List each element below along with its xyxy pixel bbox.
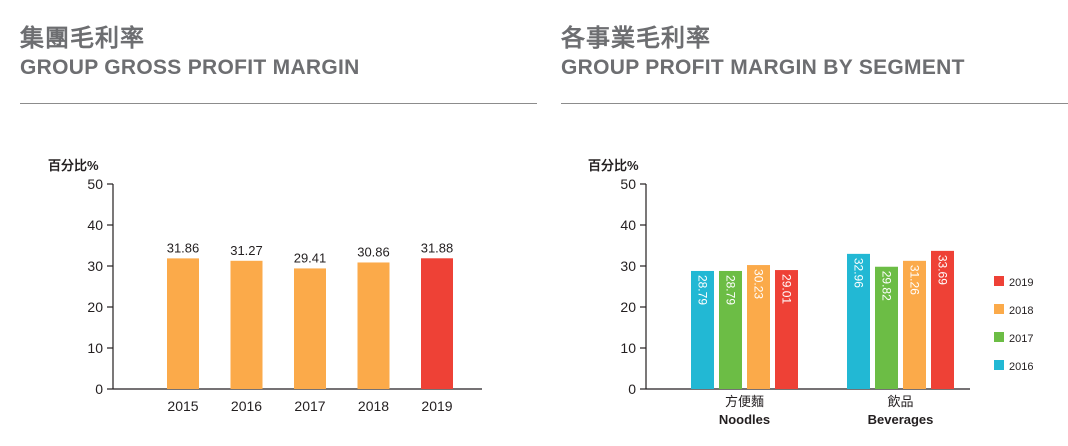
bar-value-label: 29.01 — [780, 274, 794, 304]
right-title-english: GROUP PROFIT MARGIN BY SEGMENT — [561, 56, 965, 79]
bar-2019 — [421, 258, 453, 389]
bar-2017-beverages — [875, 266, 898, 389]
legend-swatch-2016 — [994, 360, 1004, 370]
bar-2018 — [357, 262, 390, 389]
legend-swatch-2019 — [994, 276, 1004, 286]
bar-value-label: 28.79 — [696, 275, 710, 305]
y-tick-label: 10 — [620, 340, 636, 356]
y-axis-label: 百分比% — [588, 158, 639, 173]
bar-value-label: 31.26 — [908, 265, 922, 295]
legend-label: 2018 — [1009, 305, 1033, 317]
bar-2018-noodles — [747, 265, 770, 389]
bar-value-label: 31.86 — [167, 240, 200, 255]
bar-2016 — [230, 260, 263, 389]
category-label-chinese: 飲品 — [887, 394, 913, 409]
bar-2016-beverages — [847, 253, 870, 389]
bar-value-label: 31.88 — [421, 240, 454, 255]
x-tick-label: 2015 — [167, 398, 198, 414]
y-tick-label: 30 — [87, 258, 103, 274]
right-title-divider — [561, 103, 1068, 104]
bar-value-label: 30.86 — [357, 244, 390, 259]
bar-value-label: 28.79 — [724, 275, 738, 305]
x-tick-label: 2017 — [294, 398, 325, 414]
legend-swatch-2017 — [994, 332, 1004, 342]
bar-2019-noodles — [775, 270, 798, 389]
left-title-english: GROUP GROSS PROFIT MARGIN — [20, 56, 360, 79]
bar-2018-beverages — [903, 260, 926, 389]
legend-swatch-2018 — [994, 304, 1004, 314]
left-panel: 集團毛利率 GROUP GROSS PROFIT MARGIN 百分比% 0 10 2… — [20, 24, 537, 414]
y-tick-label: 0 — [628, 381, 636, 397]
x-tick-label: 2019 — [421, 398, 452, 414]
legend-label: 2017 — [1009, 333, 1033, 345]
left-title-divider — [20, 103, 537, 104]
bar-value-label: 29.82 — [880, 271, 894, 301]
x-tick-label: 2018 — [358, 398, 389, 414]
legend-label: 2016 — [1009, 361, 1033, 373]
bar-value-label: 29.41 — [294, 250, 327, 265]
bar-value-label: 31.27 — [230, 243, 263, 258]
y-tick-label: 20 — [87, 299, 103, 315]
bar-2019-beverages — [931, 250, 954, 389]
bar-2016-noodles — [691, 270, 714, 389]
bar-value-label: 33.69 — [936, 255, 950, 285]
bar-2015 — [167, 258, 199, 389]
y-tick-label: 50 — [620, 176, 636, 192]
y-tick-label: 40 — [87, 217, 103, 233]
category-label-english: Noodles — [719, 412, 770, 427]
legend-label: 2019 — [1009, 277, 1033, 289]
y-tick-label: 30 — [620, 258, 636, 274]
category-label-chinese: 方便麵 — [725, 394, 764, 409]
bar-2017-noodles — [719, 270, 742, 389]
x-tick-label: 2016 — [231, 398, 262, 414]
right-panel: 各事業毛利率 GROUP PROFIT MARGIN BY SEGMENT 百分… — [540, 0, 1068, 446]
y-tick-label: 10 — [87, 340, 103, 356]
bar-value-label: 30.23 — [752, 269, 766, 299]
category-label-english: Beverages — [868, 412, 934, 427]
group-gross-margin-chart: 百分比% 0 10 20 30 40 50 31.86 2015 31.27 2016 29.41 20… — [48, 158, 482, 414]
y-axis-label: 百分比% — [48, 158, 99, 173]
segment-margin-chart: 百分比% 0 10 20 30 40 50 28.79 28.79 30.23 29.01 方便麵 No… — [588, 158, 1033, 427]
bar-value-label: 32.96 — [852, 258, 866, 288]
right-title-chinese: 各事業毛利率 — [561, 24, 711, 52]
left-title-chinese: 集團毛利率 — [20, 24, 145, 52]
y-tick-label: 0 — [95, 381, 103, 397]
y-tick-label: 50 — [87, 176, 103, 192]
bar-2017 — [294, 268, 326, 389]
y-tick-label: 20 — [620, 299, 636, 315]
y-tick-label: 40 — [620, 217, 636, 233]
